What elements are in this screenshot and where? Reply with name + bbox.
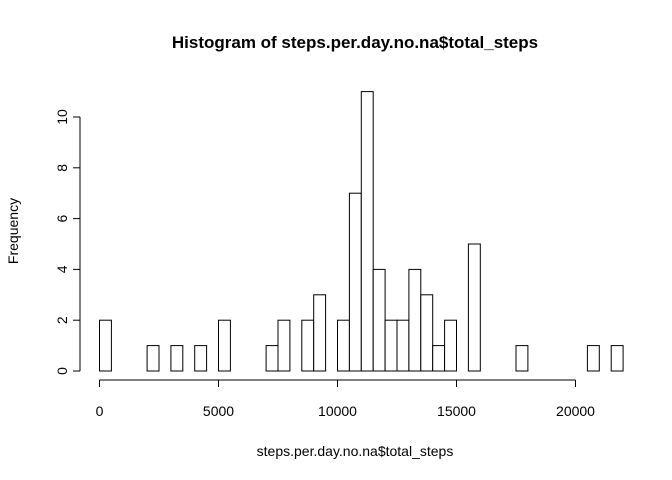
- y-axis-label: Frequency: [5, 198, 21, 264]
- x-tick-label: 20000: [556, 403, 595, 419]
- histogram-bar: [301, 319, 315, 372]
- x-tick-label: 10000: [318, 403, 357, 419]
- y-axis: 0 2 4 6 8 10: [54, 109, 81, 375]
- y-tick-label: 6: [54, 214, 70, 222]
- y-tick-label: 8: [54, 164, 70, 172]
- x-tick-label: 0: [96, 403, 104, 419]
- histogram-bar: [194, 345, 208, 372]
- histogram-bar: [146, 345, 160, 372]
- histogram-bar: [467, 243, 481, 372]
- histogram-bar: [515, 345, 529, 372]
- y-tick-label: 10: [54, 109, 70, 125]
- histogram-bar: [420, 294, 434, 372]
- histogram-bar: [313, 294, 327, 372]
- bars-group: [99, 91, 624, 372]
- chart-title: Histogram of steps.per.day.no.na$total_s…: [172, 33, 538, 52]
- histogram-bar: [348, 192, 362, 372]
- histogram-bar: [396, 319, 410, 372]
- histogram-bar: [586, 345, 600, 372]
- x-tick-label: 15000: [437, 403, 476, 419]
- x-tick-label: 5000: [203, 403, 234, 419]
- x-axis: 0 5000 10000 15000 20000: [96, 379, 595, 419]
- histogram-bar: [610, 345, 624, 372]
- histogram-bar: [444, 319, 458, 372]
- histogram-bar: [277, 319, 291, 372]
- histogram-bar: [408, 268, 422, 372]
- histogram-bar: [265, 345, 279, 372]
- y-tick-label: 2: [54, 316, 70, 324]
- y-tick-label: 0: [54, 367, 70, 375]
- histogram-bar: [337, 319, 350, 372]
- histogram-bar: [384, 319, 398, 372]
- x-axis-label: steps.per.day.no.na$total_steps: [257, 443, 454, 459]
- histogram-bar: [372, 268, 386, 372]
- histogram-bar: [218, 319, 231, 372]
- histogram-bar: [360, 91, 374, 372]
- histogram-bar: [170, 345, 184, 372]
- histogram-bar: [432, 345, 446, 372]
- histogram-bar: [99, 319, 112, 372]
- y-tick-label: 4: [54, 265, 70, 273]
